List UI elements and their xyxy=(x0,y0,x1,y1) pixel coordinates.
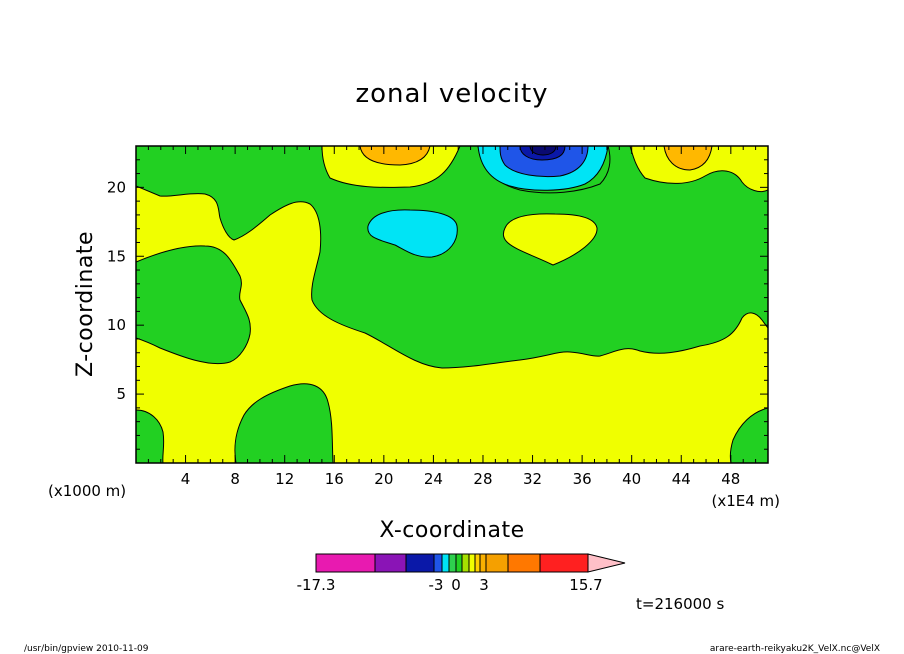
colorbar-band xyxy=(461,553,470,573)
contour-green-upper xyxy=(136,146,768,369)
contour-green-left xyxy=(136,245,251,365)
colorbar-extend-arrow xyxy=(587,553,626,573)
x-unit-left: (x1000 m) xyxy=(48,482,126,500)
contour-yellow-blob xyxy=(502,213,598,266)
colorbar-band xyxy=(507,553,541,573)
x-tick-label: 12 xyxy=(275,470,294,488)
x-tick-label: 28 xyxy=(473,470,492,488)
x-tick-label: 4 xyxy=(181,470,191,488)
colorbar xyxy=(315,553,626,573)
x-tick-label: 24 xyxy=(424,470,443,488)
colorbar-label: -17.3 xyxy=(297,576,336,594)
y-tick-label: 10 xyxy=(107,316,126,334)
plot-frame xyxy=(135,145,769,464)
y-tick-label: 5 xyxy=(116,385,126,403)
footer-right: arare-earth-reikyaku2K_VelX.nc@VelX xyxy=(710,644,880,654)
x-tick-label: 16 xyxy=(325,470,344,488)
x-tick-label: 44 xyxy=(672,470,691,488)
colorbar-band xyxy=(485,553,509,573)
x-tick-label: 40 xyxy=(622,470,641,488)
colorbar-labels: -17.3 -3 0 3 15.7 xyxy=(297,576,603,594)
x-axis-label: X-coordinate xyxy=(379,518,524,543)
contour-orange-right xyxy=(663,146,713,171)
colorbar-label: 0 xyxy=(451,576,461,594)
colorbar-label: 15.7 xyxy=(569,576,602,594)
colorbar-band xyxy=(433,553,443,573)
colorbar-band xyxy=(374,553,407,573)
y-axis-ticks: 5 10 15 20 xyxy=(107,159,768,450)
colorbar-band xyxy=(405,553,435,573)
contour-green-bottom-left xyxy=(136,409,165,463)
colorbar-band xyxy=(448,553,457,573)
x-tick-label: 32 xyxy=(523,470,542,488)
x-tick-label: 36 xyxy=(573,470,592,488)
colorbar-label: 3 xyxy=(479,576,489,594)
contour-cyan-blob xyxy=(367,209,458,258)
colorbar-band xyxy=(455,553,463,573)
y-tick-label: 15 xyxy=(107,247,126,265)
contour-orange-left xyxy=(359,146,431,166)
colorbar-band xyxy=(441,553,450,573)
contour-navy-core xyxy=(529,146,557,156)
footer-left: /usr/bin/gpview 2010-11-09 xyxy=(24,644,149,654)
time-annotation: t=216000 s xyxy=(636,595,724,613)
contour-green-bottom-center xyxy=(234,383,334,463)
colorbar-band xyxy=(479,553,487,573)
chart-title: zonal velocity xyxy=(355,79,548,109)
colorbar-band xyxy=(468,553,476,573)
contour-plot xyxy=(136,146,768,463)
x-tick-label: 8 xyxy=(230,470,240,488)
contour-blue-top xyxy=(499,146,589,178)
colorbar-label: -3 xyxy=(429,576,444,594)
x-tick-label: 20 xyxy=(374,470,393,488)
colorbar-band xyxy=(539,553,589,573)
colorbar-band xyxy=(315,553,376,573)
y-axis-label: Z-coordinate xyxy=(73,231,98,377)
y-tick-label: 20 xyxy=(107,178,126,196)
x-unit-right: (x1E4 m) xyxy=(711,492,780,510)
x-tick-label: 48 xyxy=(721,470,740,488)
x-axis-ticks: 4 8 12 16 20 24 28 32 36 40 44 48 xyxy=(147,146,757,488)
colorbar-band xyxy=(474,553,481,573)
